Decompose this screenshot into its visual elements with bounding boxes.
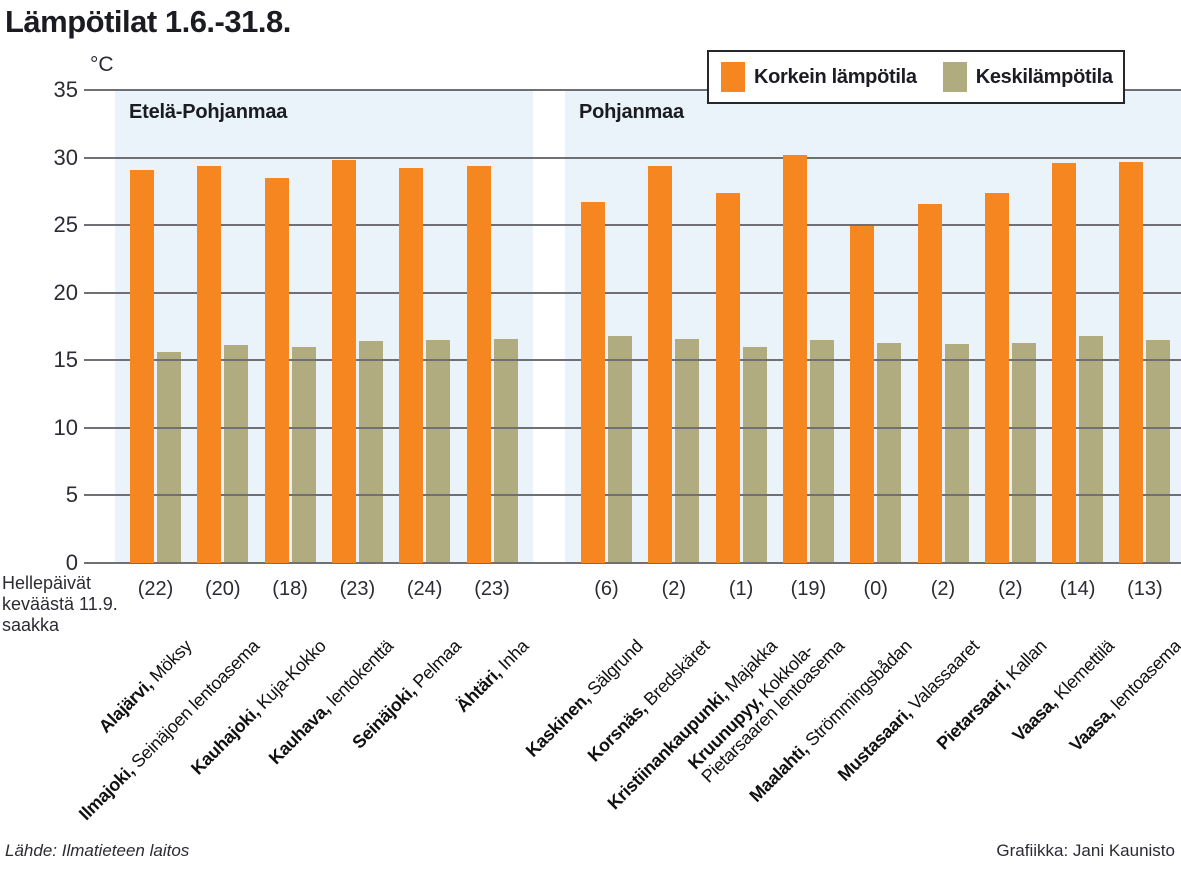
bar-max-temp [197, 165, 222, 563]
bar-max-temp [466, 165, 491, 563]
hot-days-note-line: Hellepäivät [2, 573, 92, 593]
station-label-text: Korsnäs, Bredskäret [584, 635, 714, 766]
bar-mean-temp [608, 335, 632, 563]
bar-max-temp [399, 168, 424, 563]
station-label-text: Kauhajoki, Kuja-Kokko [187, 635, 331, 779]
bar-max-temp [581, 202, 605, 563]
y-tick-label: 0 [65, 550, 78, 575]
hot-days-count: (2) [661, 578, 687, 600]
legend-label-mean: Keskilämpötila [975, 65, 1113, 88]
bar-max-temp [331, 160, 356, 563]
y-tick-label: 20 [53, 279, 78, 305]
hot-days-count: (2) [998, 578, 1023, 600]
gridline [84, 156, 1181, 159]
bar-max-temp [1052, 162, 1077, 563]
bar-mean-temp [1011, 342, 1036, 563]
bar-mean-temp [224, 345, 249, 563]
gridline [84, 291, 1181, 294]
bar-max-temp [1119, 161, 1144, 563]
bar-mean-temp [1146, 340, 1171, 563]
bar-mean-temp [157, 352, 181, 563]
legend-swatch-mean-icon [942, 62, 967, 92]
bar-max-temp [130, 169, 154, 563]
hot-days-count: (6) [594, 578, 619, 600]
hot-days-count: (23) [339, 578, 376, 600]
y-axis-unit-label: °C [90, 53, 114, 76]
hot-days-note-line: keväästä 11.9. [2, 594, 118, 614]
bar-max-temp [264, 177, 289, 563]
gridline [84, 359, 1181, 362]
bar-mean-temp [809, 340, 834, 563]
y-tick-label: 35 [53, 77, 78, 102]
bar-mean-temp [358, 341, 383, 563]
gridline [84, 494, 1181, 497]
station-label-text: Kauhava, lentokenttä [265, 635, 398, 769]
hot-days-count: (18) [272, 578, 308, 600]
hot-days-count: (24) [406, 578, 443, 600]
region-label: Pohjanmaa [579, 101, 684, 123]
station-label-text: Kaskinen, Sälgrund [521, 635, 647, 761]
bar-mean-temp [944, 344, 969, 563]
y-tick-label: 5 [65, 482, 78, 508]
hot-days-count: (13) [1127, 578, 1163, 600]
region-label: Etelä-Pohjanmaa [129, 101, 288, 123]
bar-max-temp [782, 154, 807, 563]
bar-max-temp [917, 203, 942, 563]
hot-days-count: (0) [863, 578, 888, 600]
hot-days-count: (19) [790, 578, 827, 600]
legend-label-max: Korkein lämpötila [754, 65, 917, 88]
bar-mean-temp [493, 338, 518, 563]
bar-mean-temp [877, 342, 902, 563]
hot-days-note: Hellepäivät keväästä 11.9. saakka [2, 573, 118, 636]
hot-days-count: (2) [930, 578, 956, 600]
bar-max-temp [850, 226, 875, 563]
gridline [84, 89, 1181, 91]
hot-days-count: (1) [728, 578, 754, 600]
bar-mean-temp [675, 338, 700, 563]
credit-note: Grafiikka: Jani Kaunisto [996, 841, 1175, 860]
bar-mean-temp [742, 346, 767, 563]
region-panel [115, 91, 533, 563]
hot-days-count: (20) [205, 578, 241, 600]
gridline [84, 562, 1181, 564]
hot-days-count: (14) [1059, 578, 1096, 600]
bar-max-temp [984, 192, 1009, 563]
bar-max-temp [715, 192, 740, 563]
bar-max-temp [648, 165, 673, 563]
hot-days-count: (23) [474, 578, 510, 600]
hot-days-count: (22) [137, 578, 174, 600]
source-note: Lähde: Ilmatieteen laitos [5, 841, 190, 860]
bar-mean-temp [1079, 335, 1104, 563]
page-title: Lämpötilat 1.6.-31.8. [5, 4, 291, 39]
y-tick-label: 30 [53, 144, 78, 170]
y-tick-label: 25 [53, 212, 78, 238]
y-tick-label: 15 [53, 347, 78, 373]
legend: Korkein lämpötila Keskilämpötila [707, 50, 1125, 104]
bar-mean-temp [426, 340, 451, 563]
station-label-text: Vaasa, lentoasema [1065, 635, 1181, 756]
legend-swatch-max-icon [721, 62, 745, 92]
y-tick-label: 10 [53, 414, 78, 440]
gridline [84, 224, 1181, 227]
gridline [84, 426, 1181, 429]
bar-mean-temp [291, 346, 316, 563]
hot-days-note-line: saakka [2, 615, 60, 635]
